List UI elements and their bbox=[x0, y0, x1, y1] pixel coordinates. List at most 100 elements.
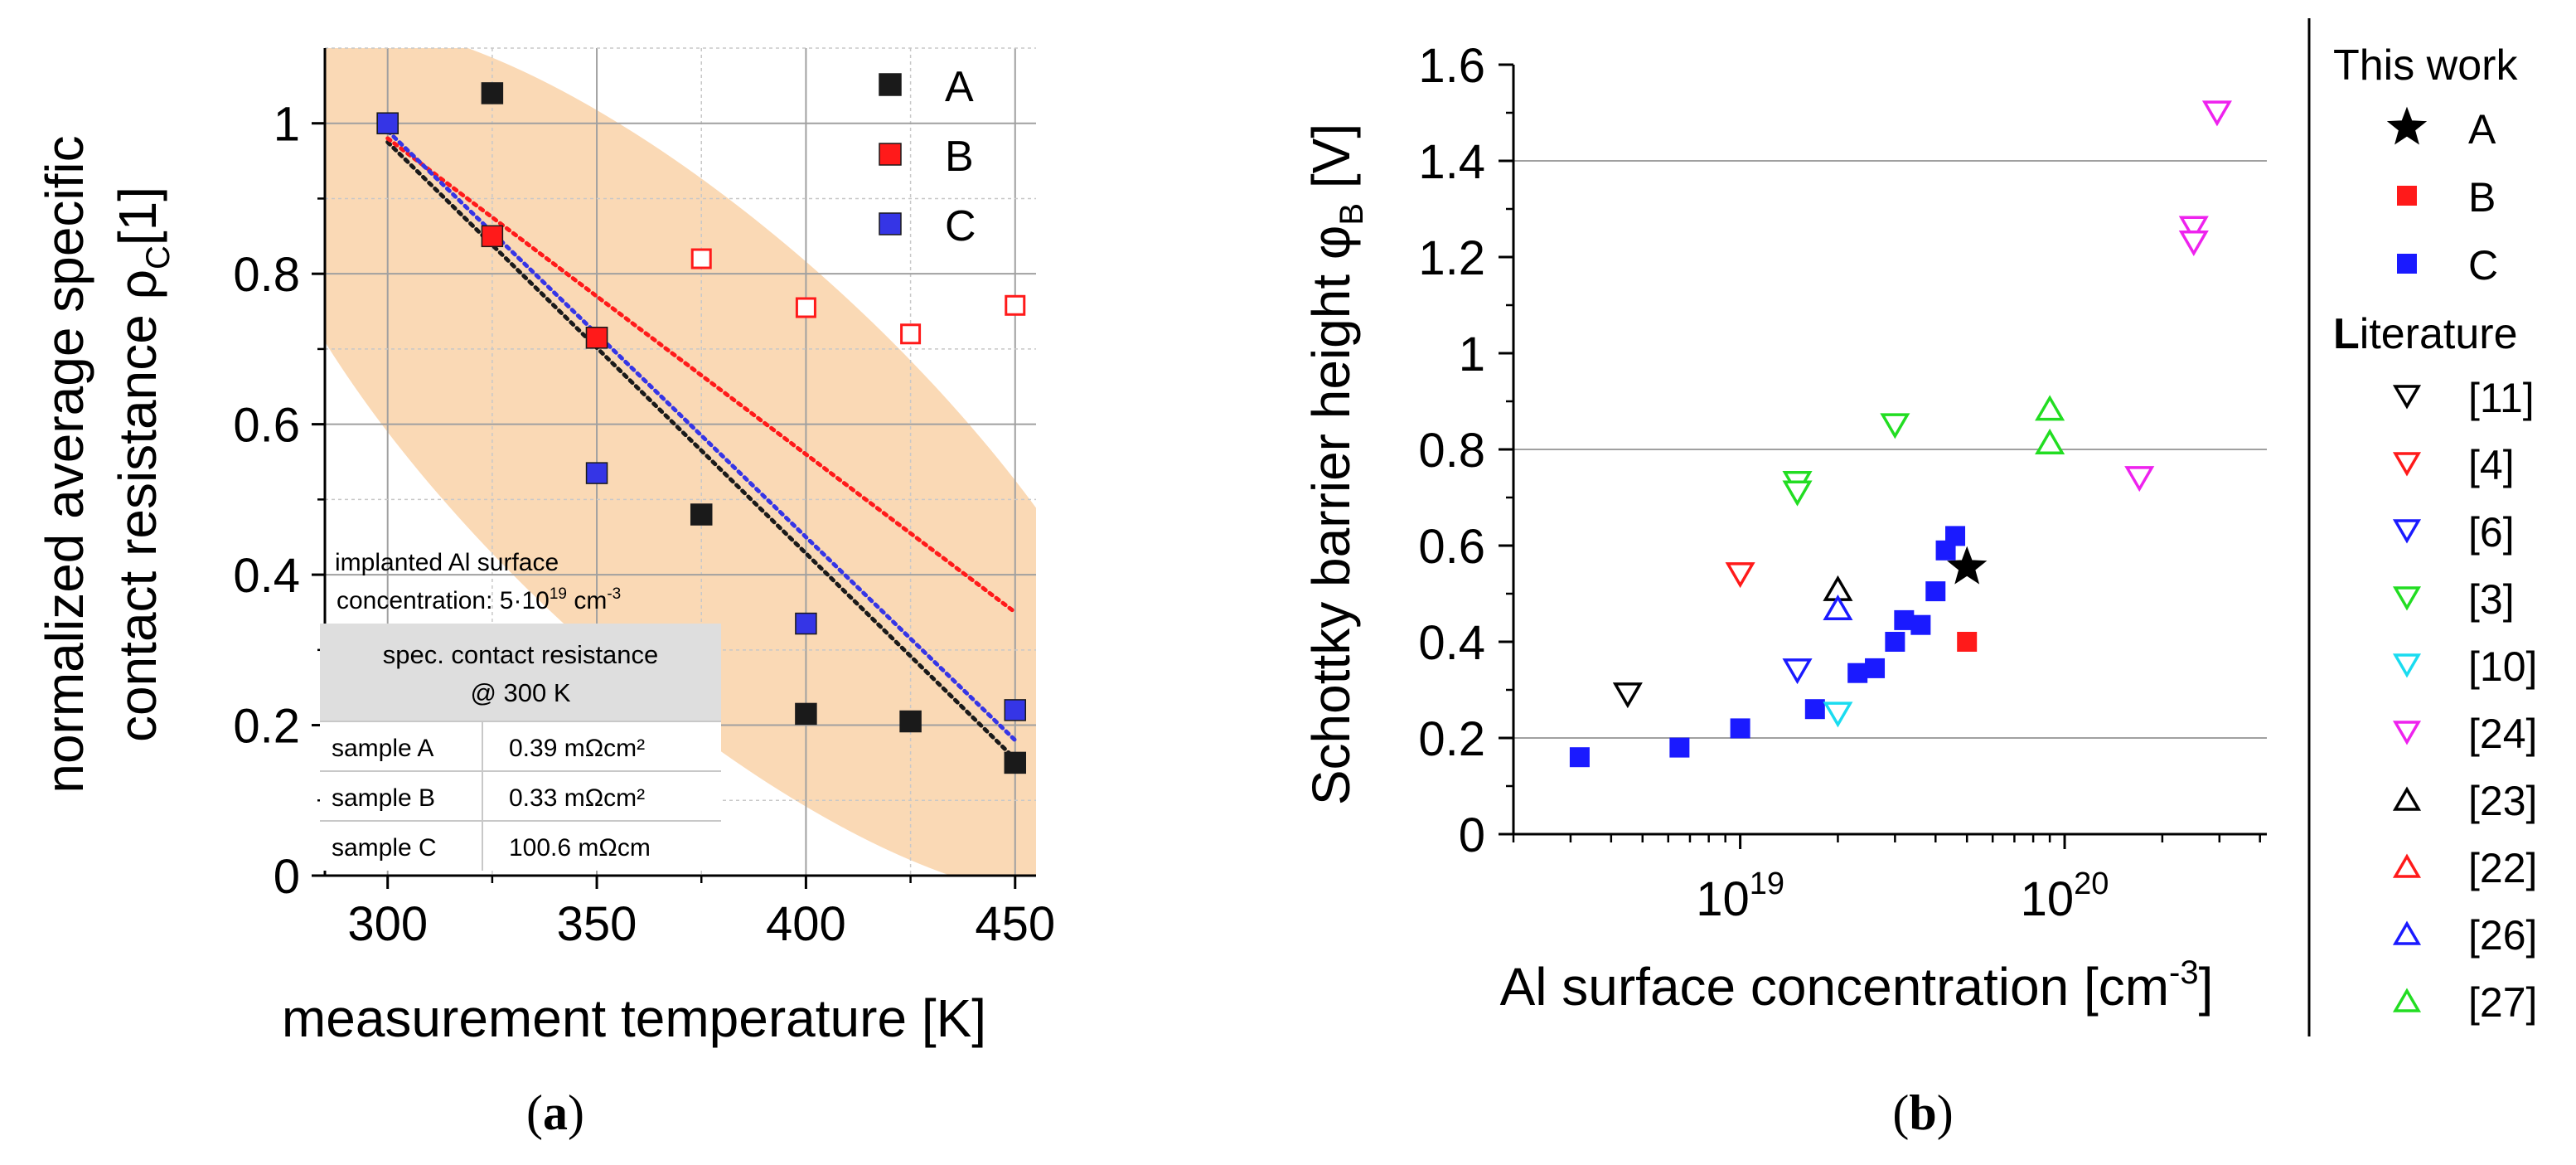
panel-caption: (a) bbox=[526, 1085, 584, 1140]
table-header-line1: spec. contact resistance bbox=[383, 640, 659, 669]
point-b bbox=[1005, 294, 1026, 316]
gridlines bbox=[325, 47, 1036, 876]
resistance-table: spec. contact resistance @ 300 K sample … bbox=[320, 624, 721, 871]
point-c bbox=[1730, 718, 1750, 739]
legend-label-10: [10] bbox=[2468, 643, 2537, 690]
y-tick-label: 0.8 bbox=[1418, 424, 1485, 478]
point-ref-4 bbox=[1725, 562, 1755, 589]
legend-marker-ref-23 bbox=[2392, 786, 2422, 811]
point-b bbox=[690, 248, 712, 269]
legend-marker-ref-11 bbox=[2392, 385, 2422, 410]
point-c bbox=[1885, 632, 1905, 652]
table-header-bg bbox=[320, 624, 721, 721]
legend-marker-ref-4 bbox=[2392, 452, 2422, 477]
data-points bbox=[1569, 100, 2232, 768]
legend-label-22: [22] bbox=[2468, 845, 2537, 891]
legend-marker-ref-22 bbox=[2392, 853, 2422, 878]
legend-label-11: [11] bbox=[2468, 375, 2535, 421]
point-ref-11 bbox=[1612, 682, 1643, 709]
legend-label-4: [4] bbox=[2468, 442, 2515, 488]
legend-marker-ref-3 bbox=[2392, 586, 2422, 611]
point-c bbox=[1865, 658, 1886, 678]
legend-label-6: [6] bbox=[2468, 509, 2515, 556]
y-axis-label: Schottky barrier height φB [V] bbox=[1301, 124, 1370, 805]
point-a bbox=[690, 503, 713, 526]
point-c bbox=[1804, 699, 1825, 720]
y-tick-label: 0.4 bbox=[233, 549, 300, 603]
legend-label-a: A bbox=[2468, 106, 2496, 153]
panel-a-chart: 300 350 400 450 0 0.2 0.4 0.6 0.8 1 ABC implanted… bbox=[35, 47, 1055, 1140]
point-ref-26 bbox=[1823, 595, 1853, 621]
point-ref-24 bbox=[2201, 100, 2232, 127]
point-c bbox=[1669, 737, 1690, 758]
point-ref-6 bbox=[1782, 658, 1813, 685]
legend-title-literature: Literature bbox=[2333, 310, 2518, 358]
point-a bbox=[481, 82, 504, 104]
y-tick-label: 0.6 bbox=[233, 399, 300, 453]
legend-marker-b bbox=[2397, 186, 2417, 206]
legend-marker-c bbox=[879, 212, 902, 235]
table-cell: sample C bbox=[332, 834, 437, 862]
point-ref-10 bbox=[1823, 701, 1853, 728]
data-points bbox=[376, 82, 1027, 774]
x-axis-label: Al surface concentration [cm-3] bbox=[1500, 954, 2214, 1017]
table-cell: 0.33 mΩcm² bbox=[509, 784, 645, 812]
axis-ticks: 300 350 400 450 0 0.2 0.4 0.6 0.8 1 bbox=[233, 98, 1055, 951]
point-ref-27 bbox=[2035, 395, 2065, 421]
legend-label-c: C bbox=[2468, 242, 2498, 289]
point-a bbox=[1004, 751, 1027, 774]
y-tick-label: 1 bbox=[1459, 328, 1485, 381]
y-tick-label: 1 bbox=[274, 98, 300, 152]
point-c bbox=[1945, 526, 1966, 546]
legend-marker-c bbox=[2397, 254, 2417, 274]
y-axis-label: normalized average specific contact resi… bbox=[35, 135, 177, 793]
annotation-line2: concentration: 5·1019 cm-3 bbox=[337, 585, 621, 614]
point-c bbox=[1894, 609, 1915, 630]
legend-marker-a bbox=[2386, 106, 2428, 145]
point-b bbox=[900, 323, 922, 345]
point-a bbox=[899, 710, 922, 733]
legend-marker-a bbox=[879, 73, 902, 96]
legend-label-27: [27] bbox=[2468, 979, 2537, 1026]
legend-label-3: [3] bbox=[2468, 576, 2515, 623]
table-cell: 100.6 mΩcm bbox=[509, 834, 651, 862]
legend-label-23: [23] bbox=[2468, 778, 2537, 824]
table-body-bg bbox=[320, 721, 721, 871]
point-ref-24 bbox=[2178, 216, 2209, 242]
point-b bbox=[585, 327, 608, 349]
table-cell: sample A bbox=[332, 735, 433, 762]
panel-b-chart: 0 0.2 0.4 0.6 0.8 1 1.2 1.4 1.6 1019 1020 Al surfa… bbox=[1301, 18, 2537, 1140]
annotation-line1: implanted Al surface bbox=[335, 549, 559, 576]
legend-label-b: B bbox=[2468, 174, 2496, 221]
x-tick-label: 1019 bbox=[1696, 866, 1784, 926]
point-a bbox=[795, 702, 817, 726]
legend-marker-ref-26 bbox=[2392, 920, 2422, 945]
point-ref-27 bbox=[2035, 428, 2065, 454]
y-tick-label: 0 bbox=[274, 850, 300, 904]
axis-ticks: 0 0.2 0.4 0.6 0.8 1 1.2 1.4 1.6 1019 1020 bbox=[1418, 39, 2261, 926]
y-tick-label: 1.4 bbox=[1418, 135, 1485, 189]
legend-marker-ref-10 bbox=[2392, 653, 2422, 678]
legend-label-c: C bbox=[945, 202, 976, 250]
y-axis-label-text: Schottky barrier height φB [V] bbox=[1301, 124, 1370, 805]
point-a bbox=[1947, 546, 1988, 585]
x-axis-label: measurement temperature [K] bbox=[282, 988, 986, 1048]
legend-label-24: [24] bbox=[2468, 711, 2537, 757]
legend: ABC bbox=[879, 63, 976, 250]
panel-caption: (b) bbox=[1892, 1085, 1953, 1140]
point-c bbox=[1569, 747, 1590, 768]
legend-marker-ref-24 bbox=[2392, 721, 2422, 745]
y-axis-label-line2: contact resistance ρC[1] bbox=[108, 187, 177, 742]
x-tick-label: 350 bbox=[557, 897, 637, 951]
legend-title-this-work: This work bbox=[2333, 41, 2518, 90]
legend-label-26: [26] bbox=[2468, 912, 2537, 959]
y-tick-label: 0.2 bbox=[1418, 712, 1485, 766]
point-c bbox=[1925, 581, 1946, 602]
point-c bbox=[1910, 614, 1931, 635]
fit-line-a bbox=[385, 139, 1018, 761]
table-cell: 0.39 mΩcm² bbox=[509, 735, 645, 762]
legend-marker-b bbox=[879, 143, 902, 166]
point-b bbox=[481, 225, 504, 248]
x-tick-label: 400 bbox=[766, 897, 846, 951]
